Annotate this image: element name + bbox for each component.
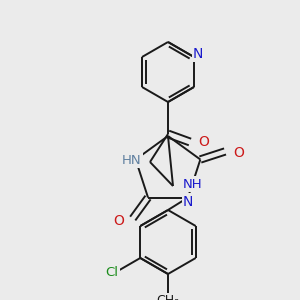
- Text: N: N: [183, 194, 193, 208]
- Text: O: O: [199, 135, 209, 149]
- Text: O: O: [234, 146, 244, 161]
- Text: O: O: [113, 214, 124, 227]
- Text: CH₃: CH₃: [156, 293, 180, 300]
- Text: Cl: Cl: [106, 266, 118, 278]
- Text: NH: NH: [183, 178, 203, 190]
- Text: HN: HN: [122, 154, 142, 166]
- Text: N: N: [193, 47, 203, 61]
